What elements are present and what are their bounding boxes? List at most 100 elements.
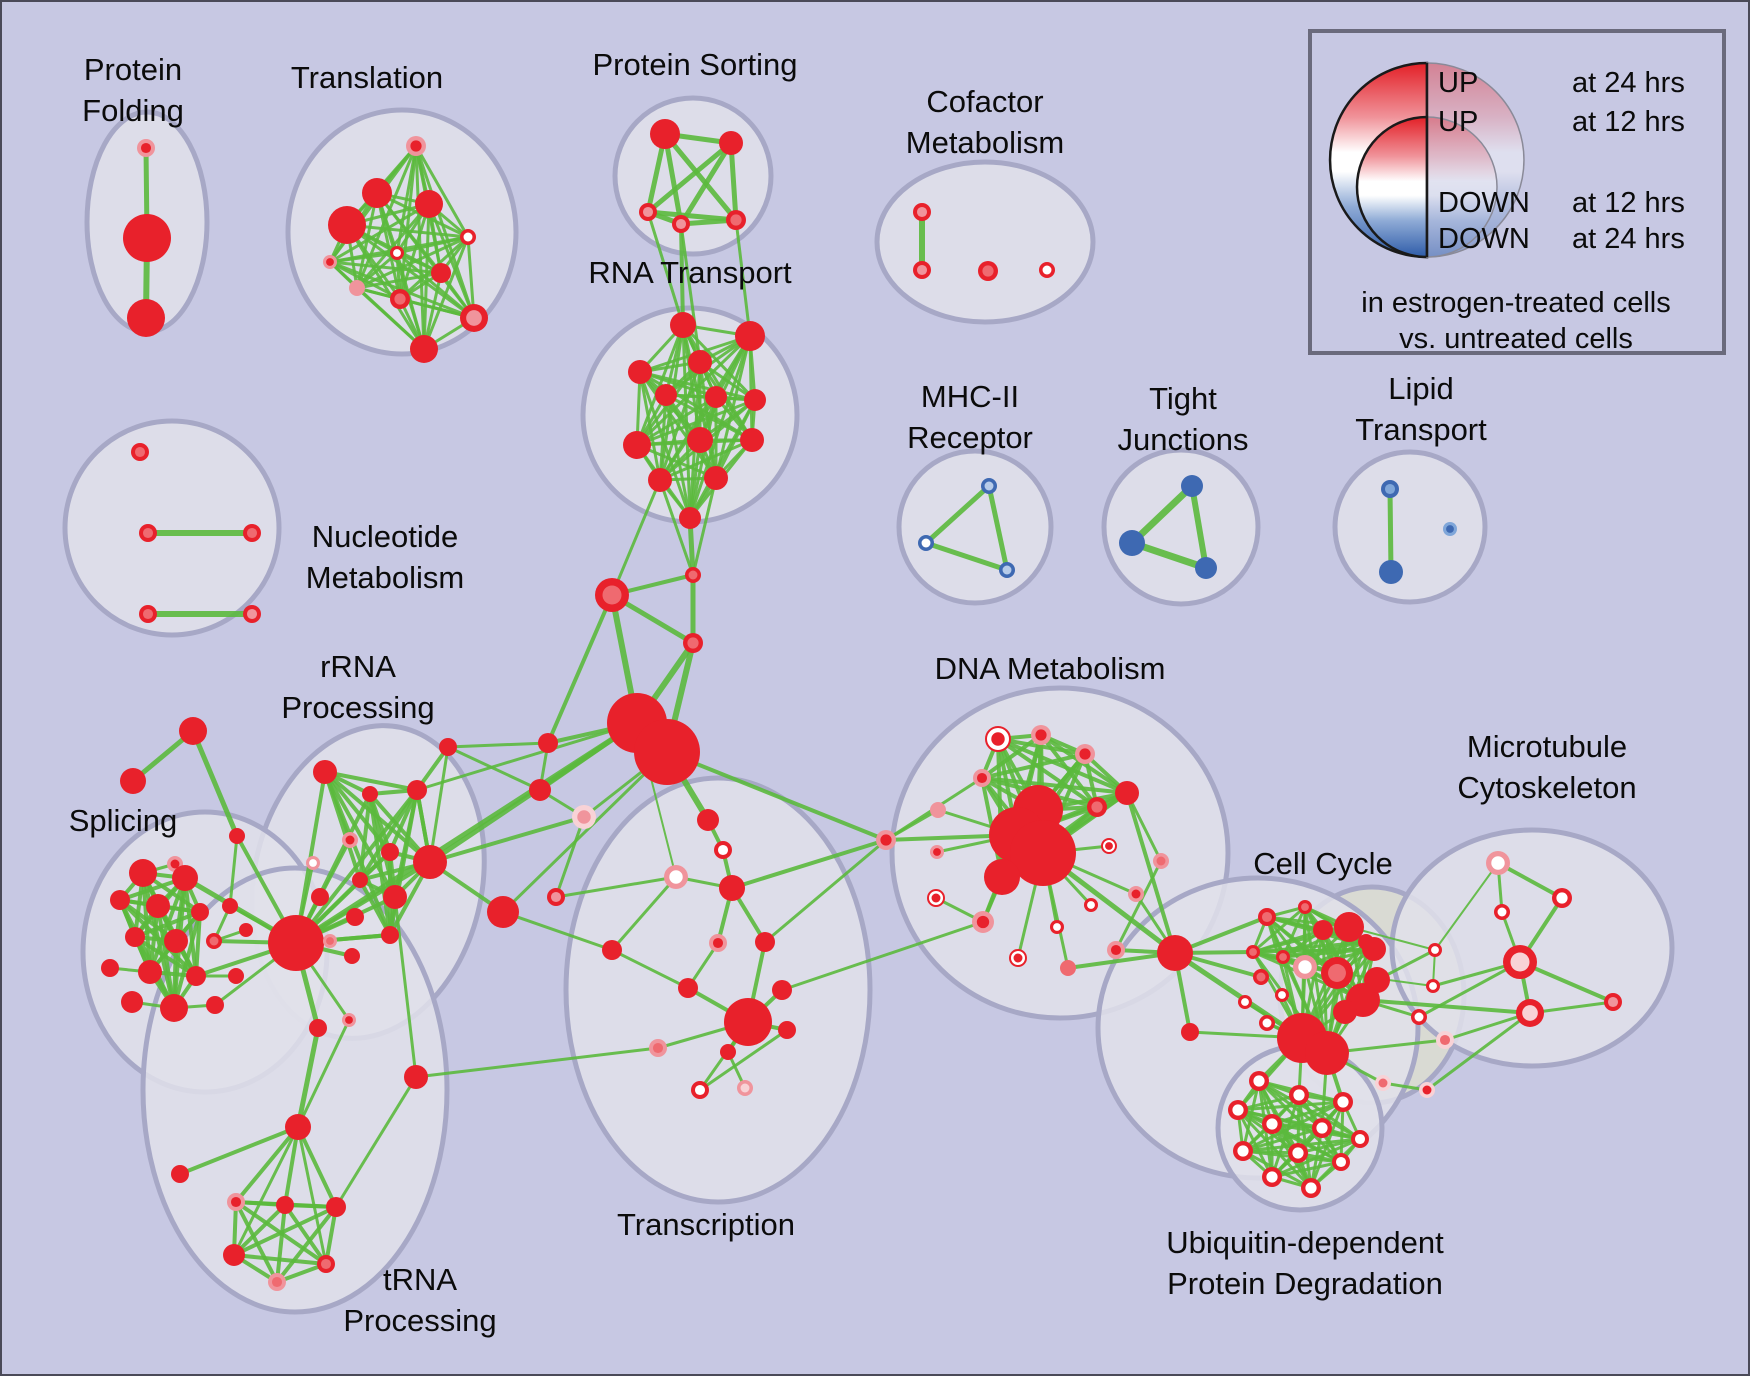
interaction-edge <box>414 144 476 320</box>
gene-node-outer-rr9 <box>383 885 407 909</box>
gene-node-outer-tn_hub <box>285 1114 311 1140</box>
gene-node-inner-lp2 <box>1446 525 1454 533</box>
interaction-edge <box>334 1075 418 1209</box>
gene-node-inner-ub3 <box>1232 1104 1244 1116</box>
legend-inner-right-half <box>1426 116 1498 258</box>
gene-node-inner-dl0 <box>880 834 892 846</box>
gene-node-outer-lp1 <box>1379 560 1403 584</box>
gene-node-outer-lh4 <box>487 896 519 928</box>
interaction-edge <box>1339 1100 1345 1164</box>
cluster-label-microtubule-cytoskeleton: Cytoskeleton <box>1457 770 1636 805</box>
interaction-edge <box>1066 951 1177 970</box>
interaction-edge <box>323 770 352 842</box>
interaction-edge <box>1128 482 1196 547</box>
gene-node-outer-cc17 <box>1305 1031 1349 1075</box>
interaction-edge <box>328 260 426 351</box>
gene-node-inner-ub7 <box>1237 1145 1249 1157</box>
gene-node-inner-mh1 <box>921 538 931 548</box>
cluster-ellipse-trna-processing <box>140 865 450 1315</box>
interaction-edge <box>1281 947 1376 959</box>
interaction-edge <box>665 750 888 842</box>
gene-node-outer-tn4 <box>223 1244 245 1266</box>
interaction-edge <box>996 737 1129 795</box>
gene-node-inner-sp0 <box>170 859 180 869</box>
gene-node-inner-dm0 <box>991 732 1005 746</box>
gene-node-outer-rt9 <box>740 428 764 452</box>
interaction-edge <box>446 741 550 749</box>
gene-node-outer-sp7 <box>125 927 145 947</box>
gene-node-outer-sp10 <box>239 923 253 937</box>
gene-node-outer-tr2 <box>328 206 366 244</box>
gene-node-inner-nm2 <box>246 527 258 539</box>
gene-node-outer-tr10 <box>410 335 438 363</box>
gene-node-inner-cc0 <box>1261 911 1273 923</box>
cluster-label-protein-sorting: Protein Sorting <box>592 47 797 82</box>
gene-node-outer-sp13 <box>186 966 206 986</box>
interaction-edge <box>1361 998 1532 1015</box>
cluster-label-cell-cycle: Cell Cycle <box>1253 846 1393 881</box>
gene-node-inner-ub8 <box>1292 1147 1304 1159</box>
gene-node-outer-sp11 <box>101 959 119 977</box>
cluster-ellipse-lipid-transport <box>1332 449 1488 605</box>
interaction-edge <box>635 398 757 447</box>
gene-node-inner-cc15 <box>1262 1018 1272 1028</box>
interaction-edge <box>610 948 690 990</box>
gene-node-outer-tr7 <box>349 280 365 296</box>
interaction-edge <box>679 222 685 327</box>
gene-node-inner-tr5 <box>393 249 401 257</box>
interaction-edge <box>664 393 692 520</box>
gene-node-outer-rr12 <box>344 948 360 964</box>
interaction-edge <box>1425 1011 1532 1092</box>
cluster-ellipse-cofactor-metabolism <box>874 159 1096 325</box>
gene-node-outer-dm9 <box>984 859 1020 895</box>
interaction-edge <box>1296 1137 1362 1155</box>
interaction-edge <box>980 752 1087 780</box>
gene-node-outer-rr10 <box>346 908 364 926</box>
gene-node-inner-rr4 <box>309 859 317 867</box>
gene-node-inner-ub5 <box>1316 1122 1328 1134</box>
cluster-label-translation: Translation <box>291 60 443 95</box>
gene-node-inner-cc8 <box>1298 960 1312 974</box>
gene-node-inner-cc9 <box>1328 964 1346 982</box>
gene-node-inner-tr4 <box>463 232 473 242</box>
gene-node-outer-sp12 <box>138 960 162 984</box>
gene-node-inner-mt5 <box>1522 1005 1538 1021</box>
interaction-edge <box>780 920 985 992</box>
gene-node-inner-dm5 <box>933 848 941 856</box>
gene-node-outer-tx11 <box>720 1044 736 1060</box>
interaction-edge <box>658 438 754 482</box>
gene-node-outer-tx7 <box>678 978 698 998</box>
gene-node-outer-rr2 <box>407 780 427 800</box>
gene-node-outer-spB <box>120 768 146 794</box>
cluster-label-cofactor-metabolism: Cofactor <box>926 84 1043 119</box>
gene-node-inner-cf0 <box>916 206 928 218</box>
interaction-edge <box>232 1125 300 1257</box>
gene-node-outer-tn3 <box>326 1197 346 1217</box>
interaction-edge <box>658 478 695 577</box>
gene-node-outer-rt6 <box>744 389 766 411</box>
interaction-edge <box>646 210 685 327</box>
gene-node-inner-ub11 <box>1305 1182 1317 1194</box>
cluster-label-nucleotide-metabolism: Nucleotide <box>312 519 458 554</box>
gene-node-inner-cc12 <box>1241 998 1249 1006</box>
gene-node-inner-dm10 <box>1091 801 1103 813</box>
cluster-label-splicing: Splicing <box>69 803 178 838</box>
gene-node-outer-sp16 <box>160 994 188 1022</box>
gene-node-inner-lh3 <box>550 891 562 903</box>
gene-node-outer-spA <box>179 717 207 745</box>
gene-node-outer-sp17 <box>206 996 224 1014</box>
cluster-label-trna-processing: Processing <box>343 1303 496 1338</box>
gene-node-inner-lp0 <box>1384 483 1396 495</box>
gene-node-inner-cc7 <box>1279 953 1287 961</box>
gene-node-outer-rt7 <box>623 431 651 459</box>
interaction-edge <box>178 1125 300 1176</box>
interaction-edge <box>1251 925 1351 954</box>
legend-direction-label-2: DOWN <box>1438 187 1530 219</box>
cluster-label-rna-transport: RNA Transport <box>588 255 792 290</box>
gene-node-inner-tr11 <box>326 258 334 266</box>
interaction-edge <box>358 792 372 882</box>
gene-node-outer-dm4 <box>930 802 946 818</box>
interaction-edge <box>368 792 392 937</box>
gene-node-outer-tx8 <box>724 998 772 1046</box>
